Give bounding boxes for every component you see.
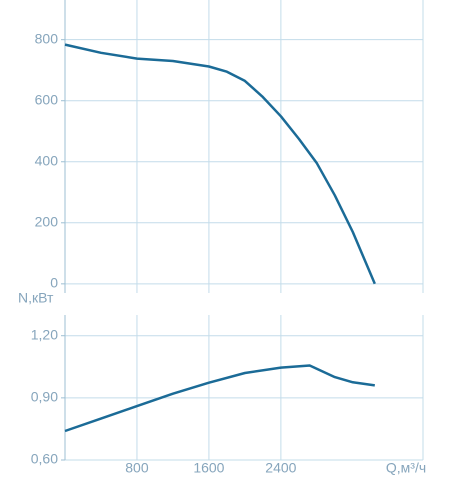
y-tick-label: 600 — [35, 91, 59, 107]
data-line — [64, 364, 375, 433]
x-tick-label: 2400 — [265, 460, 296, 476]
y-tick-label: 1,20 — [31, 326, 58, 342]
y-tick-label: 0,60 — [31, 451, 58, 467]
x-tick-label: 1600 — [193, 460, 224, 476]
y-tick-label: 800 — [35, 30, 59, 46]
y-tick-label: 200 — [35, 214, 59, 230]
y-tick-label: 0,90 — [31, 389, 58, 405]
y-axis-label: N,кВт — [18, 290, 54, 306]
x-axis-label: Q,м³/ч — [386, 460, 426, 476]
x-tick-label: 800 — [125, 460, 149, 476]
y-tick-label: 400 — [35, 152, 59, 168]
y-tick-label: 0 — [50, 275, 58, 291]
data-line — [64, 43, 376, 285]
